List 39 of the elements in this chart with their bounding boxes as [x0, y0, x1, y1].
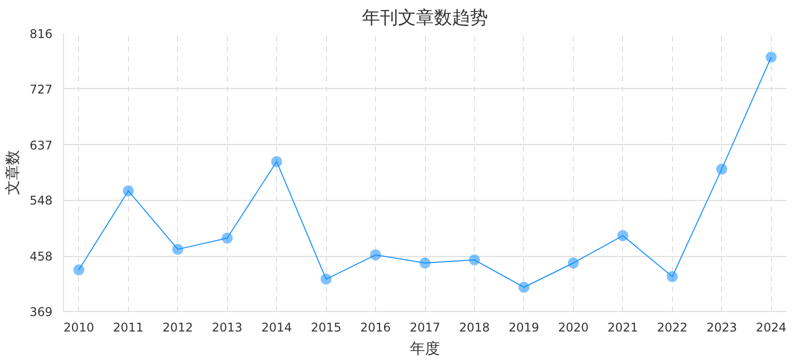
x-tick-label: 2015: [310, 320, 342, 334]
point: [518, 282, 530, 293]
point: [370, 249, 382, 260]
point: [222, 232, 233, 244]
point: [122, 185, 134, 196]
point: [73, 264, 84, 276]
x-axis-title: 年度: [410, 340, 440, 358]
y-axis-title: 文章数: [4, 150, 22, 195]
x-tick-label: 2011: [113, 320, 144, 334]
x-tick-label: 2022: [656, 320, 688, 334]
point: [766, 52, 777, 63]
x-tick-label: 2010: [64, 320, 94, 334]
point: [716, 164, 728, 175]
x-tick-label: 2024: [756, 320, 786, 334]
y-tick-label: 637: [30, 138, 52, 152]
x-tick-label: 2018: [459, 320, 490, 334]
y-tick-label: 727: [30, 82, 52, 96]
x-tick-label: 2019: [508, 320, 540, 334]
point: [320, 274, 332, 285]
x-tick-label: 2014: [261, 320, 292, 334]
point: [568, 258, 579, 268]
x-tick-label: 2012: [162, 320, 194, 334]
y-tick-label: 816: [30, 27, 52, 41]
y-tick-label: 369: [30, 305, 52, 319]
point: [172, 244, 184, 255]
x-tick-label: 2023: [706, 320, 737, 334]
x-tick-label: 2016: [360, 320, 391, 334]
point: [617, 230, 628, 242]
y-tick-label: 458: [30, 250, 52, 264]
point: [666, 271, 678, 282]
x-tick-label: 2017: [410, 320, 440, 334]
y-tick-label: 548: [30, 194, 52, 208]
chart-title: 年刊文章数趋势: [362, 8, 488, 28]
point: [468, 254, 480, 266]
x-tick-label: 2020: [558, 320, 589, 334]
point: [271, 156, 282, 168]
point: [420, 258, 430, 268]
x-tick-label: 2021: [608, 320, 638, 334]
x-tick-label: 2013: [212, 320, 242, 334]
